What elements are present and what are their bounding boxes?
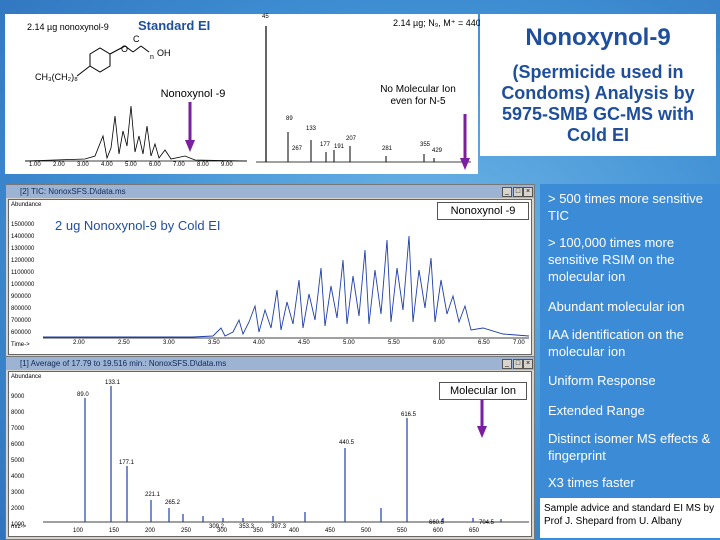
ms-peak-397: 397.3 <box>271 524 287 530</box>
ms-y-ticks: 9000 8000 7000 6000 5000 4000 3000 2000 … <box>11 394 25 528</box>
bullet-extended-range: Extended Range <box>548 403 645 418</box>
no-molecular-ion-callout: No Molecular Ion even for N-5 <box>380 84 456 107</box>
std-spec-header: 2.14 µg; N₉, M⁺ = 440 <box>393 18 481 28</box>
ms-abundance: Abundance <box>11 374 42 380</box>
bullet-tic-sensitivity: > 500 times more sensitive TIC <box>548 191 703 223</box>
ms-peak-660: 660.5 <box>429 520 445 526</box>
ms-peak-440: 440.5 <box>339 440 355 446</box>
bullet-iaa: IAA identification on the molecular ion <box>548 327 684 359</box>
std-ms-arrow-icon <box>460 114 470 170</box>
std-peak-177: 177 <box>320 142 331 148</box>
base-peak-label: 45 <box>262 14 269 20</box>
bullet-rsim-sensitivity: > 100,000 times more sensitive RSIM on t… <box>548 235 675 284</box>
ms-plot: Abundance m/z-> Molecular Ion 9000 8000 … <box>8 371 532 537</box>
std-peak-133: 133 <box>306 126 317 132</box>
std-peak-429: 429 <box>432 148 443 154</box>
cold-ei-spectrum <box>43 386 529 523</box>
cold-ei-label: 2 ug Nonoxynol-9 by Cold EI <box>55 218 221 233</box>
structure-chain: CH₃(CH₂)₈ <box>35 72 78 82</box>
molecular-ion-callout: Molecular Ion <box>439 382 527 400</box>
tic-y-ticks: 1500000 1400000 1300000 1200000 1100000 … <box>11 222 35 336</box>
close-button[interactable]: × <box>523 187 533 197</box>
tic-window-title[interactable]: [2] TIC: NonoxSFS.D\data.ms <box>6 185 534 198</box>
std-peak-281: 281 <box>382 146 393 152</box>
title-box: Nonoxynol-9 (Spermicide used in Condoms)… <box>480 14 716 156</box>
std-peak-191: 191 <box>334 144 345 150</box>
standard-ei-panel: Standard EI 2.14 µg nonoxynol-9 C O n OH… <box>5 14 248 174</box>
ms-maximize-button[interactable]: □ <box>513 359 523 369</box>
maximize-button[interactable]: □ <box>513 187 523 197</box>
ms-peak-616: 616.5 <box>401 412 417 418</box>
tic-nonoxynol-callout: Nonoxynol -9 <box>437 202 529 220</box>
cold-ei-tic-trace <box>43 235 529 339</box>
advantages-list: > 500 times more sensitive TIC > 100,000… <box>540 184 720 540</box>
minimize-button[interactable]: _ <box>502 187 512 197</box>
ms-window-title[interactable]: [1] Average of 17.79 to 19.516 min.: Non… <box>6 357 534 370</box>
ms-window[interactable]: [1] Average of 17.79 to 19.516 min.: Non… <box>5 356 535 540</box>
structure-oh: OH <box>157 48 171 58</box>
tic-window[interactable]: [2] TIC: NonoxSFS.D\data.ms _ □ × Abunda… <box>5 184 535 358</box>
ms-peak-265: 265.2 <box>165 500 181 506</box>
structure-c: C <box>133 34 140 44</box>
standard-ei-label: Standard EI <box>138 18 211 33</box>
structure-n: n <box>150 54 154 61</box>
bullet-molecular-ion: Abundant molecular ion <box>548 299 685 314</box>
ms-peak-89: 89.0 <box>77 392 89 398</box>
ms-x-ticks: 100 150 200 250 300 350 400 450 500 550 … <box>73 528 480 534</box>
std-peak-207: 207 <box>346 136 357 142</box>
bullet-faster: X3 times faster <box>548 475 635 490</box>
ms-peak-221: 221.1 <box>145 492 161 498</box>
std-ms-header: 2.14 µg nonoxynol-9 <box>27 22 109 32</box>
ms-peak-704: 704.5 <box>479 520 495 526</box>
tic-x-ticks: 2.00 2.50 3.00 3.50 4.00 4.50 5.00 5.50 … <box>73 340 525 346</box>
ms-close-button[interactable]: × <box>523 359 533 369</box>
std-tic-trace <box>25 105 247 162</box>
credit-note: Sample advice and standard EI MS by Prof… <box>540 498 720 538</box>
std-spectrum <box>256 26 471 163</box>
bullet-isomer: Distinct isomer MS effects & fingerprint <box>548 431 711 463</box>
structure-o: O <box>121 44 129 54</box>
ms-peak-177: 177.1 <box>119 460 135 466</box>
tic-plot: Abundance Time-> 2 ug Nonoxynol-9 by Col… <box>8 199 532 355</box>
std-peak-355: 355 <box>420 142 431 148</box>
tic-time-label: Time-> <box>11 342 30 348</box>
page-title: Nonoxynol-9 <box>525 24 671 51</box>
nonoxynol-structure-icon <box>76 45 150 77</box>
std-peak-267: 267 <box>292 146 303 152</box>
ms-peak-309: 309.2 <box>209 524 225 530</box>
standard-ms-panel: 2.14 µg; N₉, M⁺ = 440 45 89 133 207 177 … <box>248 14 481 174</box>
std-arrow-icon <box>185 102 195 152</box>
tic-abundance: Abundance <box>11 202 42 208</box>
ms-minimize-button[interactable]: _ <box>502 359 512 369</box>
std-peak-89: 89 <box>286 116 293 122</box>
std-x-ticks: 1.00 2.00 3.00 4.00 5.00 6.00 7.00 8.00 … <box>29 162 233 168</box>
page-subtitle: (Spermicide used in Condoms) Analysis by… <box>501 62 695 145</box>
std-callout: Nonoxynol -9 <box>160 88 226 100</box>
ms-mz-label: m/z-> <box>11 524 27 530</box>
ms-peak-353: 353.3 <box>239 524 255 530</box>
ms-peak-133: 133.1 <box>105 380 121 386</box>
bullet-uniform-response: Uniform Response <box>548 373 656 388</box>
molecular-ion-arrow-icon <box>477 400 487 438</box>
